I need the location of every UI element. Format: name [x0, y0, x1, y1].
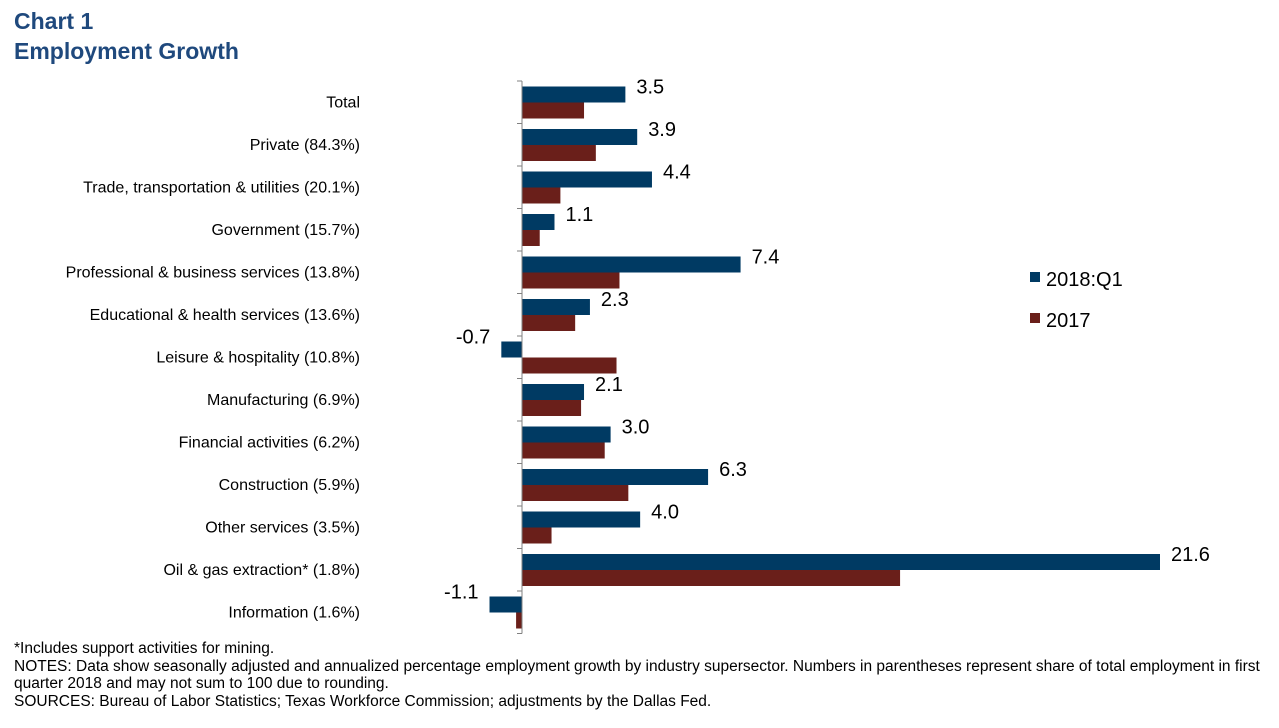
bar-2017 — [522, 527, 552, 544]
data-label: 3.5 — [636, 77, 664, 99]
category-label: Construction (5.9%) — [219, 477, 360, 494]
category-label: Oil & gas extraction* (1.8%) — [163, 562, 360, 579]
category-label: Educational & health services (13.6%) — [90, 307, 360, 324]
notes-text: NOTES: Data show seasonally adjusted and… — [14, 657, 1260, 693]
sources-text: SOURCES: Bureau of Labor Statistics; Tex… — [14, 692, 712, 710]
legend-label: 2017 — [1046, 310, 1091, 332]
bar-2017 — [522, 102, 585, 119]
data-label: 4.0 — [651, 502, 679, 524]
category-label: Leisure & hospitality (10.8%) — [156, 349, 360, 366]
bar-2018q1 — [522, 171, 652, 188]
category-label: Information (1.6%) — [228, 604, 360, 621]
data-label: -1.1 — [444, 582, 478, 604]
bar-2018q1 — [522, 426, 611, 443]
bar-2018q1 — [522, 511, 641, 528]
bar-2018q1 — [489, 596, 522, 613]
data-label: 1.1 — [565, 204, 593, 226]
value-labels: 3.5 3.9 4.4 1.1 7.4 2.3 -0.7 2.1 3.0 6.3 4.0 21.6 -1… — [444, 77, 1210, 604]
footnote: *Includes support activities for mining. — [14, 640, 275, 657]
category-label: Trade, transportation & utilities (20.1%… — [83, 179, 360, 196]
bar-2017 — [522, 315, 576, 331]
bar-2017 — [522, 272, 620, 289]
data-label: 4.4 — [663, 162, 691, 184]
bar-2017 — [522, 187, 561, 204]
category-label: Professional & business services (13.8%) — [66, 264, 360, 281]
bar-2018q1 — [522, 86, 626, 103]
bar-2018q1 — [522, 299, 590, 315]
category-label: Financial activities (6.2%) — [179, 434, 360, 451]
axis — [517, 80, 523, 634]
bar-2017 — [522, 485, 629, 501]
bar-2017 — [522, 570, 901, 586]
bar-2018q1 — [522, 256, 741, 273]
bar-2018q1 — [522, 214, 555, 230]
bar-2018q1 — [522, 384, 585, 400]
category-label: Total — [326, 94, 360, 111]
bar-2017 — [522, 400, 582, 416]
category-labels: Total Private (84.3%) Trade, transportatio… — [66, 94, 360, 621]
category-label: Private (84.3%) — [250, 137, 360, 154]
legend: 2018:Q1 2017 — [1030, 269, 1123, 332]
data-label: 6.3 — [719, 459, 747, 481]
data-label: 2.3 — [601, 289, 629, 311]
bars — [489, 86, 1160, 629]
bar-2017 — [522, 230, 540, 246]
bar-2017 — [522, 357, 617, 374]
legend-swatch — [1030, 272, 1040, 282]
bar-2017 — [522, 442, 605, 459]
bar-2018q1 — [522, 129, 638, 145]
bar-chart: Total Private (84.3%) Trade, transportatio… — [66, 77, 1210, 634]
bar-2018q1 — [522, 554, 1160, 570]
data-label: 2.1 — [595, 374, 623, 396]
category-label: Other services (3.5%) — [205, 519, 360, 536]
data-label: 3.0 — [622, 417, 650, 439]
data-label: 3.9 — [648, 119, 676, 141]
legend-label: 2018:Q1 — [1046, 269, 1123, 291]
data-label: -0.7 — [456, 327, 490, 349]
bar-2018q1 — [501, 341, 522, 358]
bar-2017 — [516, 612, 522, 629]
data-label: 21.6 — [1171, 544, 1210, 566]
category-label: Manufacturing (6.9%) — [207, 392, 360, 409]
legend-swatch — [1030, 313, 1040, 323]
chart-title-line-2: Employment Growth — [14, 38, 239, 64]
bar-2017 — [522, 145, 596, 161]
data-label: 7.4 — [752, 247, 780, 269]
chart-notes: *Includes support activities for mining.… — [14, 640, 1272, 710]
category-label: Government (15.7%) — [211, 222, 360, 239]
chart-title-line-1: Chart 1 — [14, 8, 94, 34]
bar-2018q1 — [522, 469, 709, 485]
